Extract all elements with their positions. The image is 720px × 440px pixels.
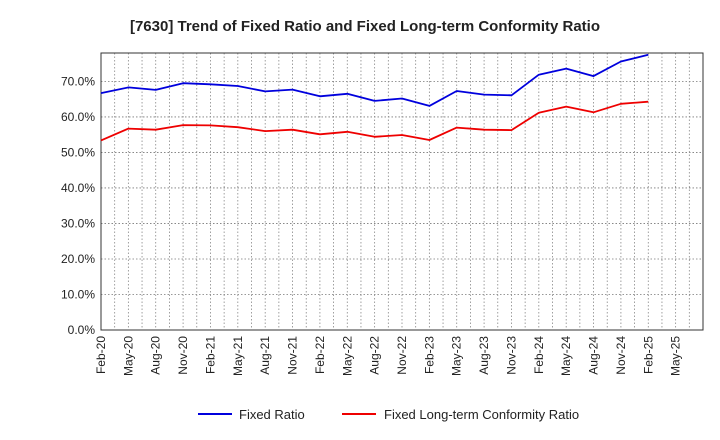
- x-tick-label: May-23: [450, 336, 464, 376]
- x-tick-label: Aug-24: [587, 336, 601, 375]
- legend: Fixed Ratio Fixed Long-term Conformity R…: [198, 407, 579, 422]
- x-tick-label: Aug-21: [258, 336, 272, 375]
- series-line-0: [100, 53, 649, 107]
- x-tick-label: Feb-20: [94, 336, 108, 374]
- series-line-1: [100, 100, 649, 142]
- y-tick-label: 70.0%: [61, 74, 95, 88]
- legend-label-fixed-long-term-conformity-ratio: Fixed Long-term Conformity Ratio: [384, 407, 579, 422]
- x-tick-label: Feb-24: [532, 336, 546, 374]
- y-tick-label: 20.0%: [61, 252, 95, 266]
- x-tick-label: Feb-23: [422, 336, 436, 374]
- x-tick-label: Aug-22: [368, 336, 382, 375]
- y-tick-label: 40.0%: [61, 181, 95, 195]
- x-tick-label: Nov-22: [395, 336, 409, 375]
- x-tick-label: May-24: [559, 336, 573, 376]
- x-tick-label: Aug-23: [477, 336, 491, 375]
- x-tick-label: May-21: [231, 336, 245, 376]
- legend-label-fixed-ratio: Fixed Ratio: [239, 407, 305, 422]
- x-tick-label: Nov-24: [614, 336, 628, 375]
- y-tick-label: 60.0%: [61, 110, 95, 124]
- y-tick-label: 50.0%: [61, 145, 95, 159]
- x-axis: Feb-20 May-20 Aug-20 Nov-20 Feb-21 May-21 Aug-…: [94, 336, 683, 376]
- series-lines: [100, 53, 649, 142]
- y-tick-label: 30.0%: [61, 216, 95, 230]
- x-tick-label: Aug-20: [149, 336, 163, 375]
- x-tick-label: May-20: [121, 336, 135, 376]
- y-axis: 0.0% 10.0% 20.0% 30.0% 40.0% 50.0% 60.0% 70.0%: [61, 74, 95, 337]
- x-tick-label: Nov-20: [176, 336, 190, 375]
- plot-area-border: [100, 52, 704, 331]
- grid: [101, 53, 703, 330]
- x-tick-label: Nov-21: [286, 336, 300, 375]
- chart-title: [7630] Trend of Fixed Ratio and Fixed Lo…: [130, 18, 600, 35]
- x-tick-label: Feb-21: [203, 336, 217, 374]
- y-tick-label: 10.0%: [61, 287, 95, 301]
- x-tick-label: Feb-25: [641, 336, 655, 374]
- x-tick-label: Nov-23: [504, 336, 518, 375]
- x-tick-label: Feb-22: [313, 336, 327, 374]
- x-tick-label: May-22: [340, 336, 354, 376]
- y-tick-label: 0.0%: [68, 323, 96, 337]
- x-tick-label: May-25: [669, 336, 683, 376]
